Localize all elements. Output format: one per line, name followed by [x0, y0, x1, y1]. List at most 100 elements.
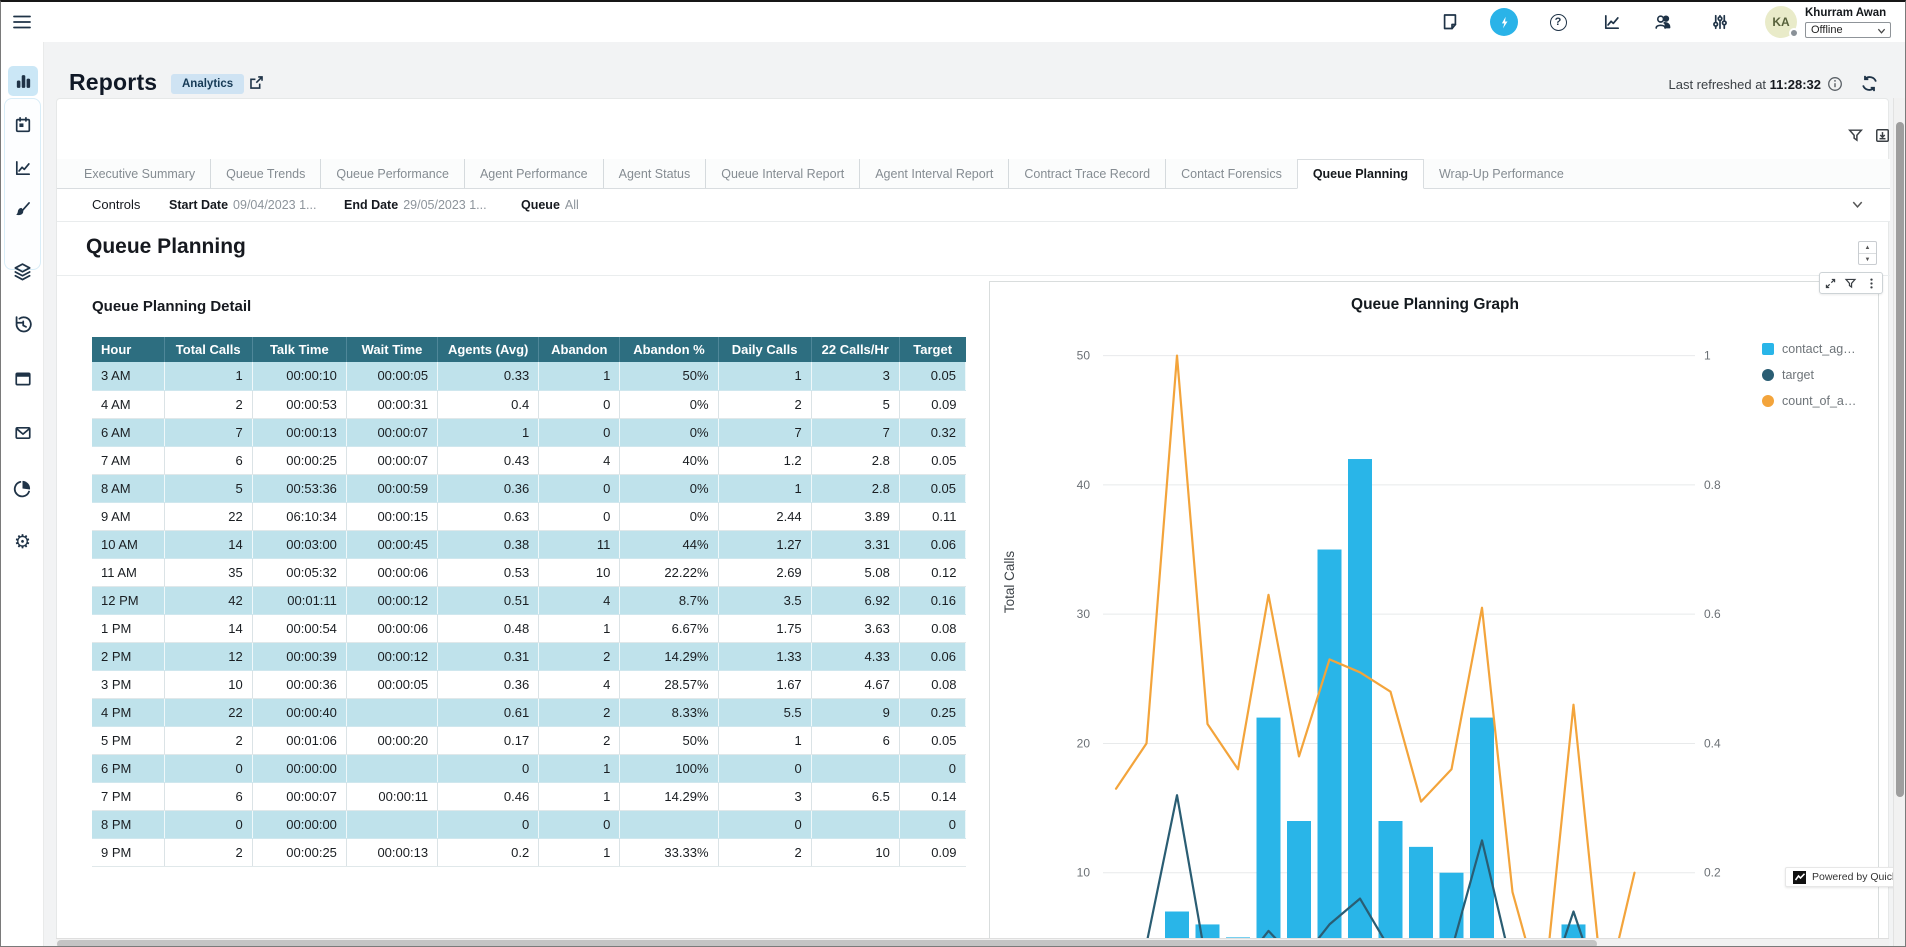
horizontal-scrollbar[interactable]: [56, 938, 1889, 947]
table-cell: 00:00:12: [346, 586, 437, 614]
sidebar-item-design-icon[interactable]: [1, 194, 44, 224]
tab-queue-planning[interactable]: Queue Planning: [1297, 159, 1424, 189]
status-dot: [1789, 28, 1799, 38]
tab-contact-forensics[interactable]: Contact Forensics: [1165, 159, 1297, 188]
table-cell: 00:00:20: [346, 726, 437, 754]
control-start-date[interactable]: Start Date09/04/2023 1...: [169, 198, 316, 212]
control-queue[interactable]: QueueAll: [521, 198, 579, 212]
sidebar-item-browser-icon[interactable]: [1, 364, 44, 394]
table-cell: 4 AM: [92, 390, 164, 418]
legend-item-contact_ag[interactable]: contact_ag…: [1762, 342, 1874, 356]
contacts-icon[interactable]: [1652, 10, 1676, 34]
chevron-down-icon[interactable]: [1850, 197, 1865, 212]
column-header[interactable]: Abandon %: [620, 337, 718, 362]
refresh-icon[interactable]: [1860, 74, 1879, 93]
legend-label: contact_ag…: [1782, 342, 1856, 356]
control-value: 09/04/2023 1...: [233, 198, 316, 212]
table-cell: 12: [164, 642, 252, 670]
metrics-icon[interactable]: [1600, 10, 1624, 34]
top-bar: KA Khurram Awan Offline ?: [1, 2, 1905, 42]
table-cell: 7: [811, 418, 899, 446]
vertical-scrollbar-thumb[interactable]: [1896, 122, 1904, 797]
tab-executive-summary[interactable]: Executive Summary: [69, 159, 210, 188]
svg-text:0.8: 0.8: [1704, 478, 1721, 492]
scroll-up-button[interactable]: ▲: [1859, 242, 1876, 254]
tab-queue-trends[interactable]: Queue Trends: [210, 159, 320, 188]
horizontal-scrollbar-thumb[interactable]: [57, 940, 1597, 947]
legend-item-target[interactable]: target: [1762, 368, 1874, 382]
legend-item-count_of_a[interactable]: count_of_a…: [1762, 394, 1874, 408]
note-icon[interactable]: [1438, 10, 1462, 34]
scroll-down-button[interactable]: ▼: [1859, 254, 1876, 265]
column-header[interactable]: Wait Time: [346, 337, 437, 362]
table-cell: 0.48: [438, 614, 539, 642]
column-header[interactable]: Abandon: [539, 337, 620, 362]
sidebar-item-calendar-icon[interactable]: [1, 110, 44, 140]
status-select[interactable]: Offline: [1805, 22, 1891, 38]
main-content: Reports Analytics Last refreshed at 11:2…: [44, 42, 1906, 947]
table-cell: 10 AM: [92, 530, 164, 558]
sidebar-item-layers-icon[interactable]: [1, 256, 44, 286]
table-cell: 0: [718, 754, 811, 782]
table-cell: 7 AM: [92, 446, 164, 474]
sidebar-item-history-icon[interactable]: [1, 309, 44, 339]
sliders-icon[interactable]: [1708, 10, 1732, 34]
svg-text:10: 10: [1077, 866, 1091, 880]
vertical-scrollbar[interactable]: [1893, 98, 1905, 947]
column-header[interactable]: Hour: [92, 337, 164, 362]
column-header[interactable]: Daily Calls: [718, 337, 811, 362]
column-header[interactable]: Talk Time: [252, 337, 346, 362]
bolt-icon[interactable]: [1490, 8, 1518, 36]
svg-text:0.4: 0.4: [1704, 736, 1721, 750]
sidebar-item-mail-icon[interactable]: [1, 418, 44, 448]
table-cell: 50%: [620, 362, 718, 390]
expand-icon[interactable]: [1824, 277, 1837, 290]
legend-swatch: [1762, 369, 1774, 381]
table-cell: 06:10:34: [252, 502, 346, 530]
export-icon[interactable]: [1874, 127, 1891, 144]
column-header[interactable]: Agents (Avg): [438, 337, 539, 362]
tab-wrap-up-performance[interactable]: Wrap-Up Performance: [1424, 159, 1579, 188]
sidebar-item-pie-chart-icon[interactable]: [1, 473, 44, 503]
external-link-icon[interactable]: [248, 74, 265, 91]
table-cell: 2: [164, 390, 252, 418]
table-cell: 22: [164, 502, 252, 530]
sidebar-item-bar-chart-icon[interactable]: [8, 66, 38, 96]
filter-icon[interactable]: [1847, 127, 1864, 144]
legend-swatch: [1762, 395, 1774, 407]
tab-agent-interval-report[interactable]: Agent Interval Report: [859, 159, 1008, 188]
table-cell: 4: [539, 446, 620, 474]
table-cell: 35: [164, 558, 252, 586]
column-header[interactable]: Total Calls: [164, 337, 252, 362]
column-header[interactable]: Target: [899, 337, 965, 362]
table-cell: 0.53: [438, 558, 539, 586]
kebab-menu-icon[interactable]: [1865, 277, 1878, 290]
tab-contract-trace-record[interactable]: Contract Trace Record: [1008, 159, 1165, 188]
column-header[interactable]: 22 Calls/Hr: [811, 337, 899, 362]
table-cell: 4: [539, 670, 620, 698]
sidebar-item-line-chart-icon[interactable]: [1, 153, 44, 183]
table-cell: 33.33%: [620, 838, 718, 866]
table-cell: 8 PM: [92, 810, 164, 838]
table-cell: 3.31: [811, 530, 899, 558]
table-cell: 0: [539, 418, 620, 446]
tab-agent-performance[interactable]: Agent Performance: [464, 159, 603, 188]
table-cell: 00:00:13: [252, 418, 346, 446]
table-cell: 00:00:06: [346, 558, 437, 586]
help-icon[interactable]: ?: [1546, 10, 1570, 34]
tab-queue-interval-report[interactable]: Queue Interval Report: [705, 159, 859, 188]
sheet-stepper: ▲ ▼: [1858, 241, 1877, 265]
control-end-date[interactable]: End Date29/05/2023 1...: [344, 198, 487, 212]
tab-agent-status[interactable]: Agent Status: [603, 159, 706, 188]
info-icon[interactable]: [1827, 76, 1843, 92]
table-cell: 5.5: [718, 698, 811, 726]
filter-icon[interactable]: [1844, 277, 1857, 290]
table-row: 10 AM1400:03:0000:00:450.381144%1.273.31…: [92, 530, 966, 558]
menu-icon[interactable]: [13, 15, 31, 29]
table-row: 8 PM000:00:000000: [92, 810, 966, 838]
powered-by-quicksight[interactable]: Powered by QuickSight: [1785, 867, 1906, 887]
sidebar-item-gear-icon[interactable]: ⚙: [1, 527, 44, 557]
tab-queue-performance[interactable]: Queue Performance: [320, 159, 464, 188]
svg-text:0.2: 0.2: [1704, 866, 1721, 880]
table-cell: 00:00:36: [252, 670, 346, 698]
